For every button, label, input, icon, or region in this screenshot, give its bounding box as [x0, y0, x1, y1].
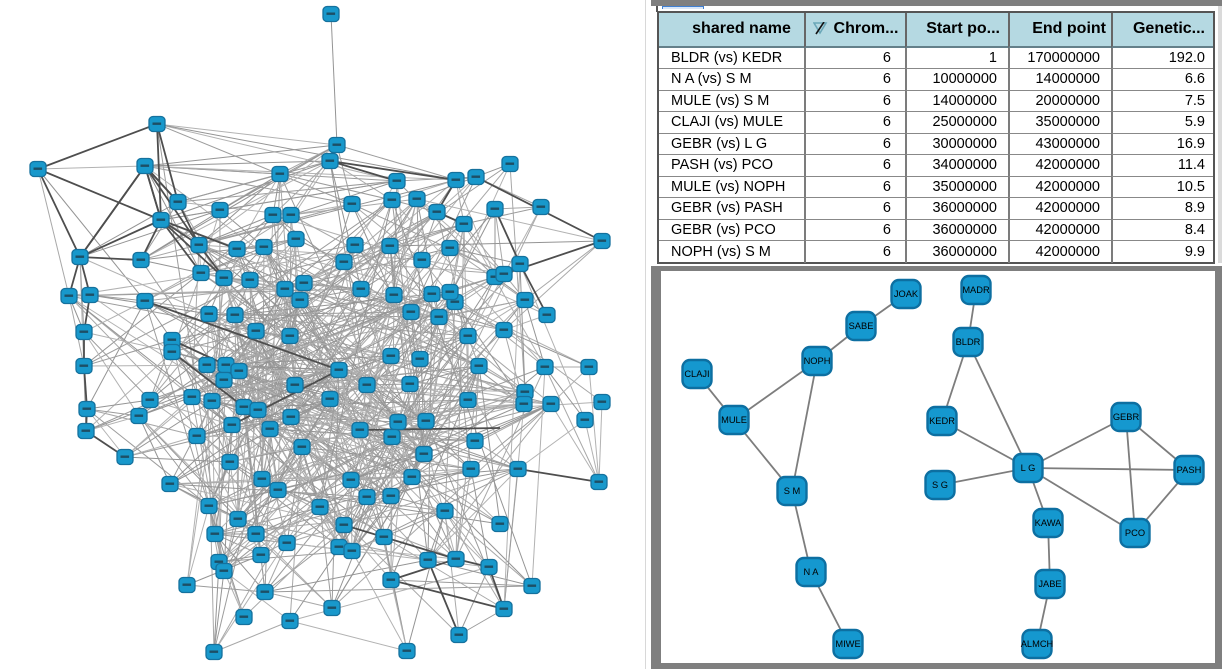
- svg-text:GEBR: GEBR: [1113, 412, 1140, 422]
- svg-text:KEDR: KEDR: [929, 416, 955, 426]
- svg-text:SABE: SABE: [849, 321, 874, 331]
- svg-text:L G: L G: [1021, 463, 1036, 473]
- svg-text:KAWA: KAWA: [1035, 518, 1062, 528]
- svg-text:MULE: MULE: [721, 415, 747, 425]
- svg-text:PCO: PCO: [1125, 528, 1145, 538]
- svg-text:S G: S G: [932, 480, 948, 490]
- svg-text:PASH: PASH: [1177, 465, 1202, 475]
- svg-text:S M: S M: [784, 486, 801, 496]
- svg-text:JABE: JABE: [1038, 579, 1061, 589]
- svg-text:BLDR: BLDR: [956, 337, 981, 347]
- svg-text:CLAJI: CLAJI: [684, 369, 709, 379]
- svg-text:NOPH: NOPH: [804, 356, 831, 366]
- svg-text:JOAK: JOAK: [894, 289, 919, 299]
- svg-text:ALMCH: ALMCH: [1021, 639, 1054, 649]
- svg-text:MIWE: MIWE: [835, 639, 860, 649]
- svg-text:MADR: MADR: [962, 285, 990, 295]
- svg-text:N A: N A: [804, 567, 820, 577]
